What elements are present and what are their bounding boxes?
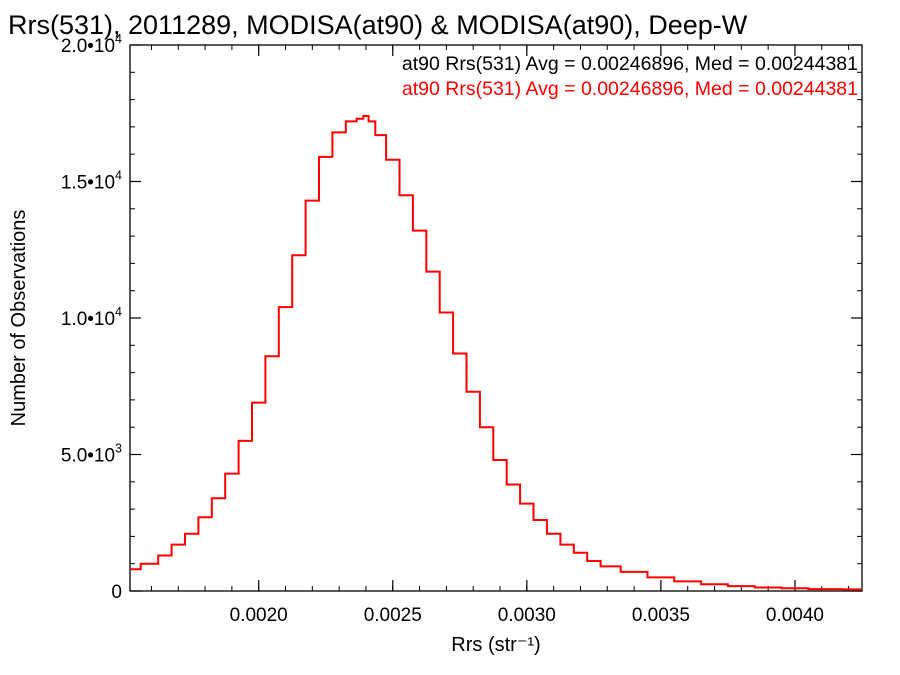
legend-entry: at90 Rrs(531) Avg = 0.00246896, Med = 0.… [402, 53, 858, 75]
x-tick-label: 0.0025 [364, 605, 422, 626]
legend-entry: at90 Rrs(531) Avg = 0.00246896, Med = 0.… [402, 78, 858, 100]
x-tick-label: 0.0040 [766, 605, 824, 626]
y-tick-label: 0 [111, 582, 122, 603]
y-tick-label: 1.0•104 [61, 305, 122, 330]
y-tick-label: 2.0•104 [61, 32, 122, 57]
y-axis-label: Number of Observations [8, 210, 30, 427]
x-tick-label: 0.0020 [230, 605, 288, 626]
y-tick-label: 1.5•104 [61, 169, 122, 194]
plot-area [129, 44, 863, 592]
legend: at90 Rrs(531) Avg = 0.00246896, Med = 0.… [402, 53, 858, 100]
minor-ticks [130, 44, 862, 592]
y-tick-labels: 0 5.0•103 1.0•104 1.5•104 2.0•104 [61, 32, 122, 603]
series-line [130, 115, 862, 591]
x-axis-label: Rrs (str⁻¹) [451, 634, 540, 656]
y-tick-label: 5.0•103 [61, 442, 122, 467]
chart-title: Rrs(531), 2011289, MODISA(at90) & MODISA… [8, 10, 748, 40]
major-ticks [130, 44, 862, 592]
x-tick-label: 0.0030 [498, 605, 556, 626]
x-tick-labels: 0.0020 0.0025 0.0030 0.0035 0.0040 [230, 605, 824, 626]
x-tick-label: 0.0035 [632, 605, 690, 626]
